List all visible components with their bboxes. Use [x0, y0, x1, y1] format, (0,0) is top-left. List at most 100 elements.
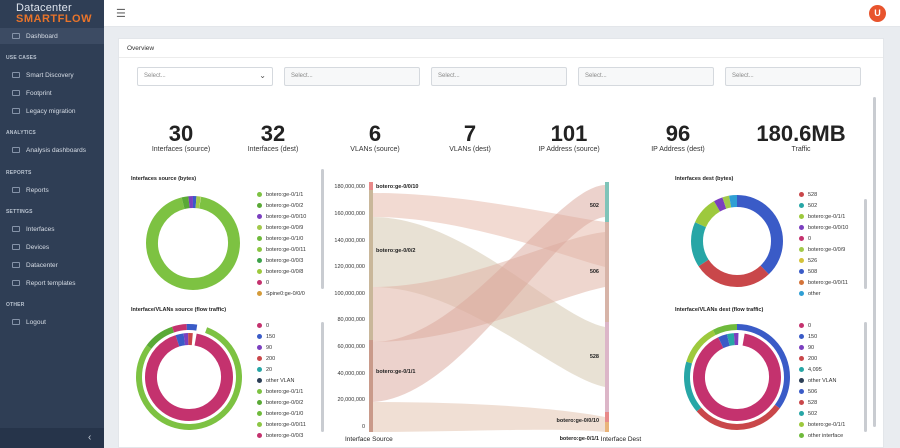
legend-item[interactable]: botero:ge-0/0/11 — [257, 419, 306, 430]
legend-item[interactable]: 526 — [799, 255, 848, 266]
sidebar-item-smart-discovery[interactable]: Smart Discovery — [0, 67, 104, 83]
dest-node-528[interactable] — [605, 322, 609, 412]
legend-item[interactable]: botero:ge-0/1/0 — [257, 408, 306, 419]
dest-label: botero:ge-0/1/1 — [560, 436, 599, 442]
legend-item[interactable]: botero:ge-0/0/10 — [799, 222, 848, 233]
legend-item[interactable]: Spine0:ge-0/0/0 — [257, 288, 306, 299]
sidebar-item-legacy-migration[interactable]: Legacy migration — [0, 103, 104, 119]
legend-item[interactable]: botero:ge-0/1/1 — [799, 419, 845, 430]
legend-item[interactable]: botero:ge-0/1/0 — [257, 233, 306, 244]
sidebar-item-logout[interactable]: Logout — [0, 314, 104, 330]
legend-item[interactable]: botero:ge-0/1/1 — [799, 211, 848, 222]
legend-item[interactable]: 200 — [799, 353, 845, 364]
app-logo[interactable]: Datacenter SMARTFLOW — [0, 0, 104, 26]
legend-scrollbar[interactable] — [864, 199, 867, 289]
sidebar-item-dashboard[interactable]: Dashboard — [0, 28, 104, 44]
legend-item[interactable]: 528 — [799, 397, 845, 408]
sidebar-item-footprint[interactable]: Footprint — [0, 85, 104, 101]
interfaces-source-donut[interactable] — [139, 189, 247, 297]
donut-segment[interactable] — [693, 333, 781, 421]
sidebar-item-devices[interactable]: Devices — [0, 239, 104, 255]
vlans-source-donut[interactable] — [133, 321, 245, 433]
donut-segment[interactable] — [684, 324, 790, 430]
sidebar-item-datacenter[interactable]: Datacenter — [0, 257, 104, 273]
legend-item[interactable]: other interface — [799, 430, 845, 441]
legend-item[interactable]: 0 — [257, 277, 306, 288]
legend-item[interactable]: 150 — [257, 331, 306, 342]
donut-segment[interactable] — [684, 324, 790, 430]
donut-segment[interactable] — [684, 324, 790, 430]
legend-item[interactable]: 0 — [799, 233, 848, 244]
menu-icon[interactable]: ☰ — [116, 8, 126, 20]
legend-item[interactable]: 150 — [799, 331, 845, 342]
donut-segment[interactable] — [691, 195, 783, 287]
legend-item[interactable]: botero:ge-0/0/8 — [257, 266, 306, 277]
sidebar-item-interfaces[interactable]: Interfaces — [0, 221, 104, 237]
donut-segment[interactable] — [146, 195, 241, 291]
legend-item[interactable]: botero:ge-0/0/3 — [257, 430, 306, 441]
legend-scrollbar[interactable] — [864, 322, 867, 432]
legend-item[interactable]: botero:ge-0/1/1 — [257, 189, 306, 200]
dest-node-ge-0-0-10[interactable] — [605, 412, 609, 422]
card-scrollbar[interactable] — [873, 97, 876, 427]
legend-item[interactable]: 90 — [257, 342, 306, 353]
sidebar-item-reports[interactable]: Reports — [0, 182, 104, 198]
legend-item[interactable]: 0 — [257, 320, 306, 331]
sidebar-collapse-button[interactable]: ‹ — [0, 428, 104, 448]
legend-item[interactable]: 502 — [799, 408, 845, 419]
legend-item[interactable]: botero:ge-0/1/1 — [257, 386, 306, 397]
donut-segment[interactable] — [133, 321, 245, 433]
filter-select-5[interactable]: Select... — [725, 67, 861, 86]
legend-item[interactable]: botero:ge-0/0/11 — [799, 277, 848, 288]
legend-item[interactable]: botero:ge-0/0/3 — [257, 255, 306, 266]
legend-item[interactable]: botero:ge-0/0/11 — [257, 244, 306, 255]
legend-item[interactable]: botero:ge-0/0/9 — [257, 222, 306, 233]
legend-swatch — [799, 411, 804, 416]
legend-label: 200 — [266, 355, 276, 362]
legend-item[interactable]: 508 — [799, 266, 848, 277]
interfaces-dest-title: Interfaces dest (bytes) — [675, 176, 734, 182]
logo-line2: SMARTFLOW — [16, 13, 92, 25]
sankey-link[interactable] — [373, 402, 605, 432]
legend-item[interactable]: other VLAN — [799, 375, 845, 386]
legend-scrollbar[interactable] — [321, 169, 324, 289]
legend-scrollbar[interactable] — [321, 322, 324, 432]
dest-node-502[interactable] — [605, 182, 609, 222]
donut-segment[interactable] — [691, 195, 783, 287]
donut-segment[interactable] — [145, 333, 233, 421]
legend-item[interactable]: botero:ge-0/0/9 — [799, 244, 848, 255]
legend-item[interactable]: 502 — [799, 200, 848, 211]
legend-item[interactable]: 90 — [799, 342, 845, 353]
filter-select-3[interactable]: Select... — [431, 67, 567, 86]
legend-item[interactable]: 4,095 — [799, 364, 845, 375]
sidebar-item-analysis-dashboards[interactable]: Analysis dashboards — [0, 142, 104, 158]
sidebar-item-report-templates[interactable]: Report templates — [0, 275, 104, 291]
filter-select-4[interactable]: Select... — [578, 67, 714, 86]
legend-item[interactable]: 506 — [799, 386, 845, 397]
legend-swatch — [257, 367, 262, 372]
filter-select-2[interactable]: Select... — [284, 67, 420, 86]
legend-item[interactable]: 528 — [799, 189, 848, 200]
interfaces-dest-donut[interactable] — [685, 189, 789, 293]
legend-item[interactable]: 0 — [799, 320, 845, 331]
legend-item[interactable]: botero:ge-0/0/2 — [257, 200, 306, 211]
legend-item[interactable]: 20 — [257, 364, 306, 375]
vlans-dest-donut[interactable] — [681, 321, 793, 433]
dest-node-ge-0-1-1[interactable] — [605, 422, 609, 432]
legend-swatch — [257, 433, 262, 438]
filter-select-1[interactable]: Select... ⌄ — [137, 67, 273, 86]
legend-item[interactable]: other VLAN — [257, 375, 306, 386]
y-tick: 120,000,000 — [334, 264, 365, 270]
sankey-chart[interactable]: 180,000,000 160,000,000 140,000,000 120,… — [315, 177, 661, 447]
user-avatar[interactable]: U — [869, 5, 886, 22]
source-node-ge-0-1-1[interactable] — [369, 340, 373, 432]
source-node-ge-0-0-10[interactable] — [369, 182, 373, 190]
sankey-link[interactable] — [373, 185, 605, 402]
donut-segment[interactable] — [691, 195, 783, 287]
legend-item[interactable]: botero:ge-0/0/10 — [257, 211, 306, 222]
legend-item[interactable]: 200 — [257, 353, 306, 364]
source-node-ge-0-0-2[interactable] — [369, 190, 373, 340]
legend-item[interactable]: botero:ge-0/0/2 — [257, 397, 306, 408]
dest-node-506[interactable] — [605, 222, 609, 322]
legend-item[interactable]: other — [799, 288, 848, 299]
